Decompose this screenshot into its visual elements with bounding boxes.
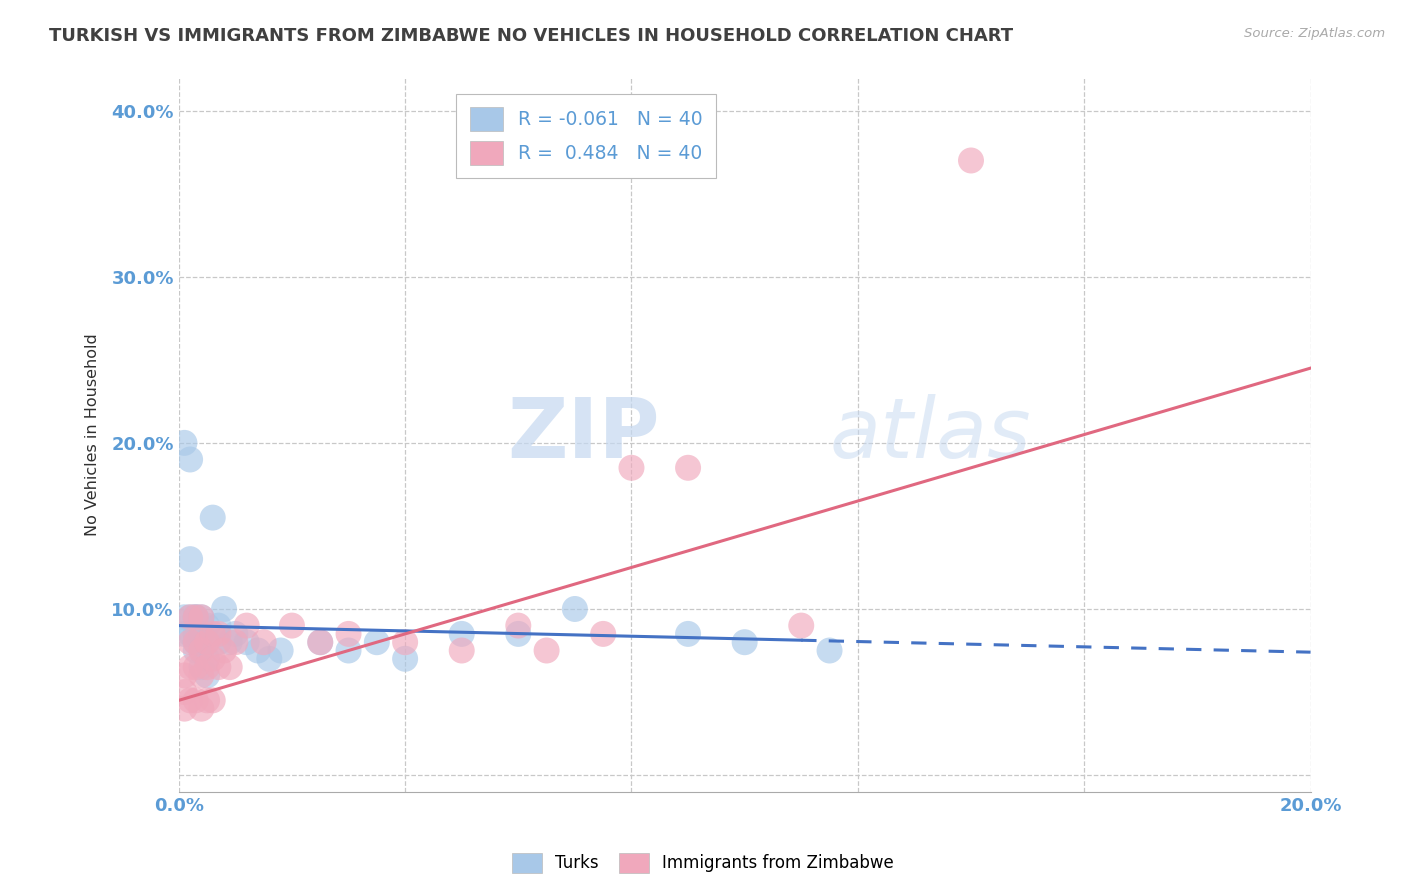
Point bbox=[592, 627, 614, 641]
Point bbox=[179, 627, 201, 641]
Point bbox=[270, 643, 292, 657]
Point bbox=[212, 602, 235, 616]
Point bbox=[184, 660, 207, 674]
Point bbox=[212, 643, 235, 657]
Point bbox=[734, 635, 756, 649]
Point bbox=[224, 627, 246, 641]
Point bbox=[508, 618, 530, 632]
Point bbox=[190, 643, 212, 657]
Point bbox=[564, 602, 586, 616]
Legend: Turks, Immigrants from Zimbabwe: Turks, Immigrants from Zimbabwe bbox=[505, 847, 901, 880]
Point bbox=[218, 635, 240, 649]
Point bbox=[173, 668, 195, 682]
Point bbox=[195, 693, 218, 707]
Point bbox=[366, 635, 388, 649]
Point bbox=[184, 610, 207, 624]
Point bbox=[246, 643, 269, 657]
Point bbox=[450, 643, 472, 657]
Point bbox=[173, 701, 195, 715]
Point bbox=[450, 627, 472, 641]
Point bbox=[184, 643, 207, 657]
Point bbox=[281, 618, 304, 632]
Point bbox=[190, 627, 212, 641]
Point bbox=[190, 668, 212, 682]
Point bbox=[190, 701, 212, 715]
Point bbox=[235, 635, 257, 649]
Point bbox=[173, 685, 195, 699]
Point bbox=[676, 460, 699, 475]
Point bbox=[207, 660, 229, 674]
Point bbox=[960, 153, 983, 168]
Point bbox=[337, 627, 360, 641]
Point bbox=[184, 635, 207, 649]
Point bbox=[207, 627, 229, 641]
Point bbox=[195, 635, 218, 649]
Y-axis label: No Vehicles in Household: No Vehicles in Household bbox=[86, 334, 100, 536]
Point bbox=[207, 618, 229, 632]
Point bbox=[195, 635, 218, 649]
Point bbox=[224, 635, 246, 649]
Point bbox=[253, 635, 276, 649]
Point bbox=[218, 660, 240, 674]
Point bbox=[201, 693, 224, 707]
Point bbox=[179, 552, 201, 566]
Point bbox=[190, 643, 212, 657]
Point bbox=[173, 627, 195, 641]
Point bbox=[207, 635, 229, 649]
Point bbox=[179, 635, 201, 649]
Point bbox=[195, 652, 218, 666]
Point bbox=[309, 635, 332, 649]
Text: TURKISH VS IMMIGRANTS FROM ZIMBABWE NO VEHICLES IN HOUSEHOLD CORRELATION CHART: TURKISH VS IMMIGRANTS FROM ZIMBABWE NO V… bbox=[49, 27, 1014, 45]
Point bbox=[179, 452, 201, 467]
Point bbox=[195, 618, 218, 632]
Point bbox=[173, 435, 195, 450]
Point bbox=[201, 652, 224, 666]
Point bbox=[235, 618, 257, 632]
Point bbox=[536, 643, 558, 657]
Point bbox=[394, 652, 416, 666]
Point bbox=[818, 643, 841, 657]
Point bbox=[259, 652, 281, 666]
Point bbox=[179, 610, 201, 624]
Point bbox=[179, 610, 201, 624]
Point bbox=[195, 668, 218, 682]
Text: atlas: atlas bbox=[830, 394, 1031, 475]
Point bbox=[309, 635, 332, 649]
Point bbox=[179, 693, 201, 707]
Point bbox=[173, 610, 195, 624]
Point bbox=[179, 660, 201, 674]
Point bbox=[201, 510, 224, 524]
Point bbox=[184, 610, 207, 624]
Point bbox=[184, 635, 207, 649]
Point bbox=[676, 627, 699, 641]
Point bbox=[195, 660, 218, 674]
Point bbox=[620, 460, 643, 475]
Point bbox=[190, 610, 212, 624]
Point bbox=[337, 643, 360, 657]
Point bbox=[190, 610, 212, 624]
Text: Source: ZipAtlas.com: Source: ZipAtlas.com bbox=[1244, 27, 1385, 40]
Point bbox=[184, 627, 207, 641]
Point bbox=[184, 610, 207, 624]
Point bbox=[201, 627, 224, 641]
Point bbox=[508, 627, 530, 641]
Text: ZIP: ZIP bbox=[508, 394, 659, 475]
Legend: R = -0.061   N = 40, R =  0.484   N = 40: R = -0.061 N = 40, R = 0.484 N = 40 bbox=[457, 94, 716, 178]
Point bbox=[184, 693, 207, 707]
Point bbox=[394, 635, 416, 649]
Point bbox=[790, 618, 813, 632]
Point bbox=[190, 660, 212, 674]
